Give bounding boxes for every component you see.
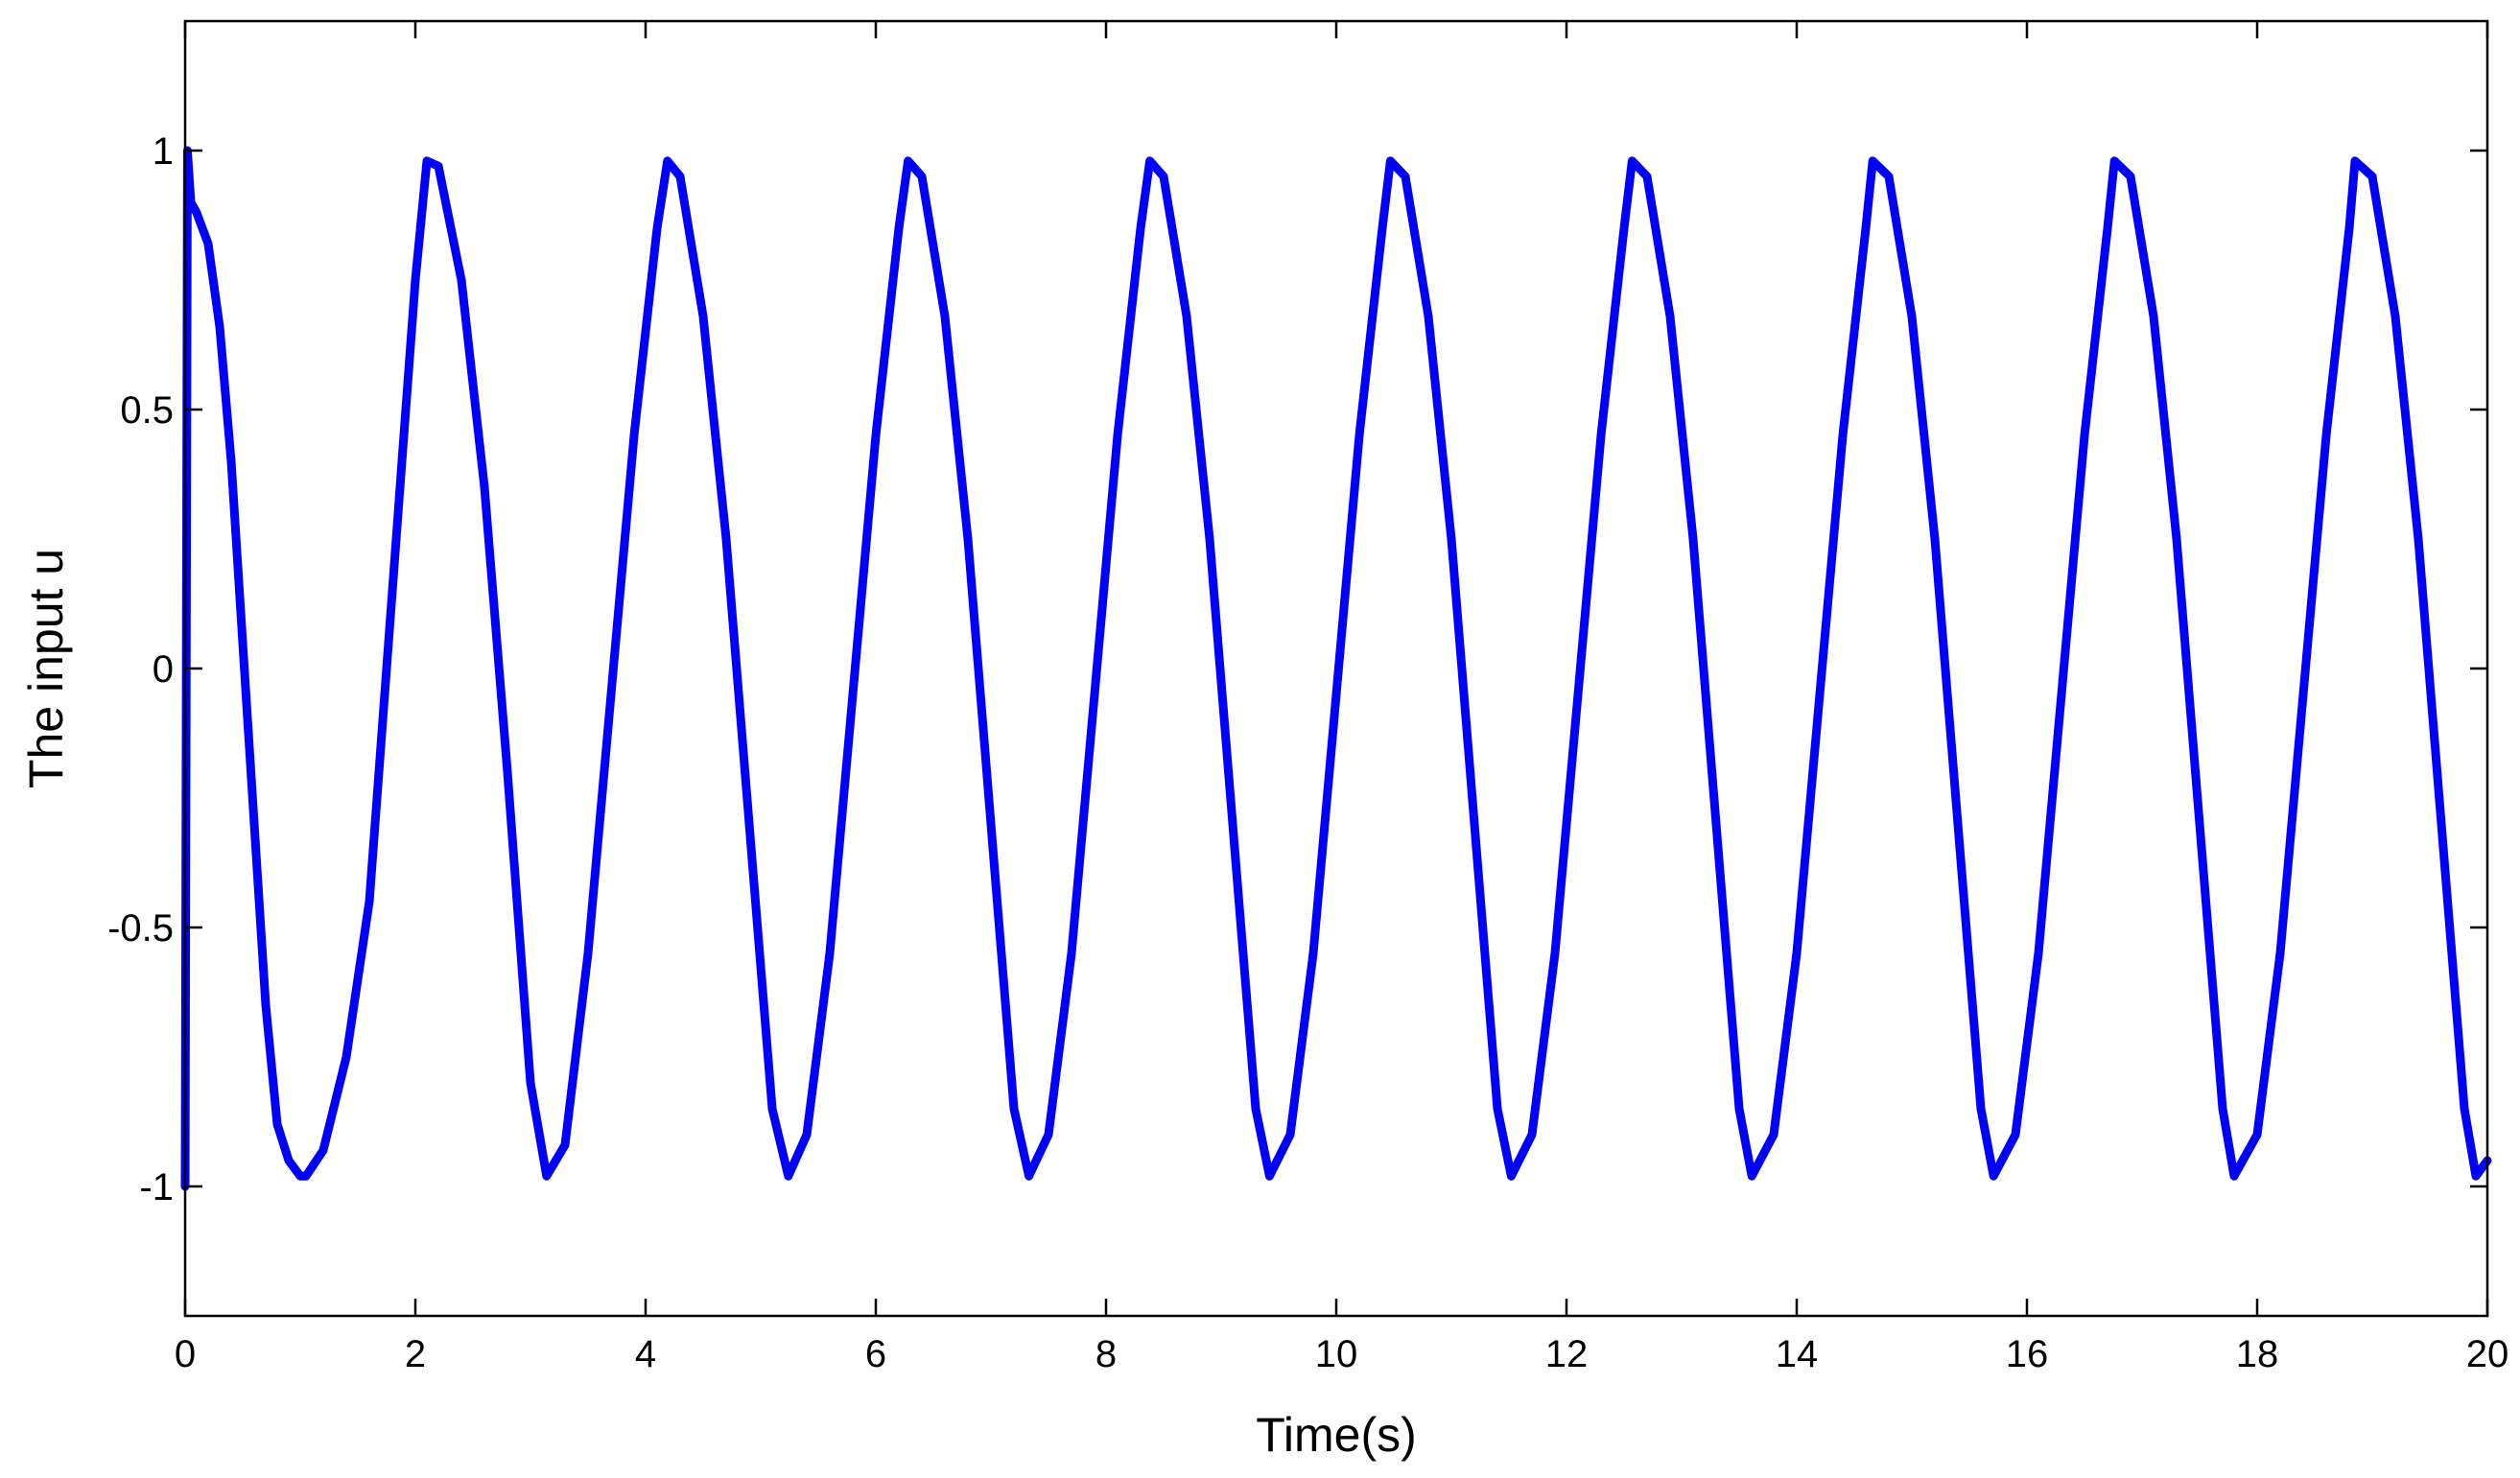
y-tick-label: -1 — [139, 1166, 174, 1208]
ticks-layer: 0 2 4 6 8 10 12 14 16 18 20 1 0.5 0 -0.5 -1 — [107, 21, 2508, 1375]
y-tick-label: -0.5 — [107, 907, 174, 950]
x-tick-label: 8 — [1095, 1333, 1117, 1375]
x-tick-label: 12 — [1545, 1333, 1589, 1375]
y-tick-label: 1 — [153, 130, 174, 173]
x-tick-label: 18 — [2236, 1333, 2279, 1375]
series-line — [180, 146, 2492, 1191]
x-tick-label: 4 — [635, 1333, 656, 1375]
x-tick-label: 20 — [2466, 1333, 2509, 1375]
plot-frame — [183, 19, 2489, 1318]
y-axis-label: The input u — [19, 549, 73, 788]
x-tick-label: 2 — [405, 1333, 426, 1375]
x-tick-label: 0 — [175, 1333, 196, 1375]
x-axis-label: Time(s) — [1256, 1408, 1417, 1462]
x-tick-label: 6 — [865, 1333, 886, 1375]
x-tick-label: 10 — [1315, 1333, 1358, 1375]
x-tick-label: 14 — [1776, 1333, 1819, 1375]
x-tick-label: 16 — [2006, 1333, 2049, 1375]
y-tick-label: 0.5 — [120, 389, 174, 432]
series-layer — [180, 146, 2492, 1191]
y-tick-label: 0 — [153, 648, 174, 691]
